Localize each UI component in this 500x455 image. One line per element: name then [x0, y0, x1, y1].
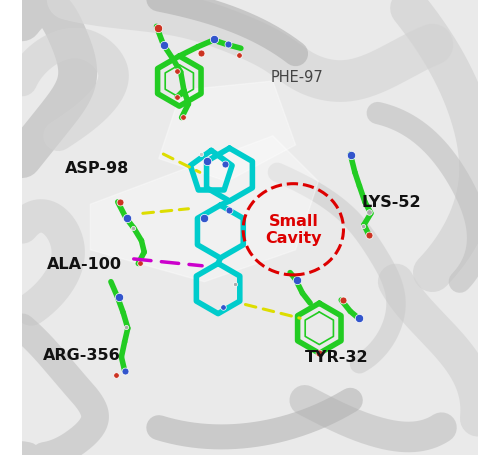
Text: PHE-97: PHE-97	[270, 70, 324, 85]
Text: ASP-98: ASP-98	[66, 161, 130, 176]
Polygon shape	[159, 82, 296, 182]
Text: ARG-356: ARG-356	[42, 348, 120, 362]
Text: TYR-32: TYR-32	[304, 350, 368, 364]
Text: ALA-100: ALA-100	[47, 257, 122, 271]
Text: Small
Cavity: Small Cavity	[265, 213, 322, 246]
Text: LYS-52: LYS-52	[362, 195, 422, 210]
Polygon shape	[90, 136, 318, 282]
